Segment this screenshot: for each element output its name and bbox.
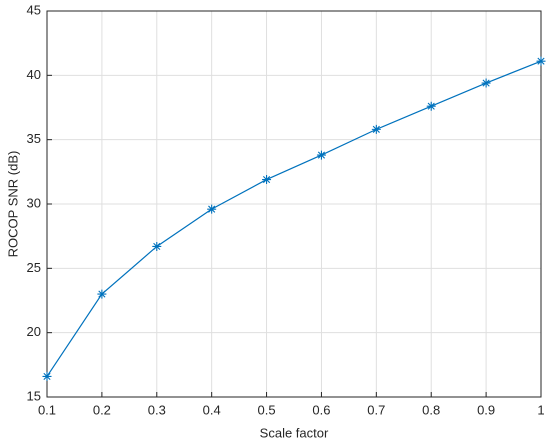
- data-point: [97, 289, 107, 299]
- x-tick-label: 0.3: [148, 402, 166, 417]
- data-line: [46, 60, 542, 377]
- data-point: [426, 101, 436, 111]
- y-tick-label: 45: [27, 2, 41, 17]
- y-tick-label: 35: [27, 131, 41, 146]
- x-tick-label: 0.7: [367, 402, 385, 417]
- data-point: [371, 124, 381, 134]
- data-point: [481, 78, 491, 88]
- plot-frame: [46, 10, 542, 398]
- x-tick-label: 0.8: [422, 402, 440, 417]
- data-point: [316, 150, 326, 160]
- x-tick-label: 1: [537, 402, 544, 417]
- x-tick-label: 0.2: [93, 402, 111, 417]
- data-point: [152, 241, 162, 251]
- x-tick-label: 0.6: [312, 402, 330, 417]
- y-tick-label: 30: [27, 195, 41, 210]
- x-tick-label: 0.5: [258, 402, 276, 417]
- y-axis-label: ROCOP SNR (dB): [5, 151, 20, 258]
- x-axis-label: Scale factor: [260, 425, 329, 440]
- x-tick-label: 0.1: [38, 402, 56, 417]
- y-tick-label: 15: [27, 388, 41, 403]
- data-point: [42, 371, 52, 381]
- y-tick-label: 25: [27, 260, 41, 275]
- data-point: [207, 204, 217, 214]
- data-point: [262, 175, 272, 185]
- y-tick-label: 40: [27, 67, 41, 82]
- data-point: [536, 56, 546, 66]
- y-tick-label: 20: [27, 324, 41, 339]
- x-tick-label: 0.9: [477, 402, 495, 417]
- x-tick-label: 0.4: [203, 402, 221, 417]
